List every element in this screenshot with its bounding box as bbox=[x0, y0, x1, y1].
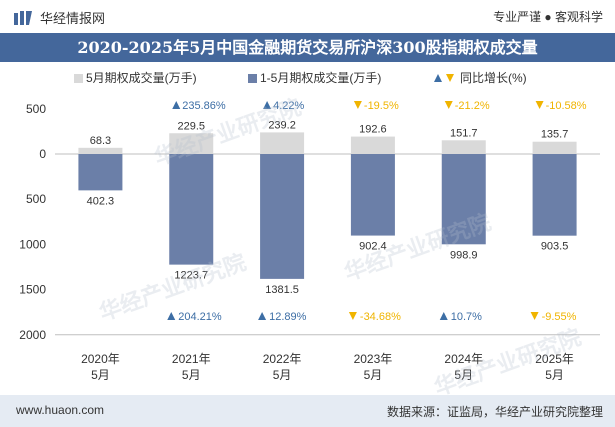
yoy-up-icon bbox=[439, 312, 448, 320]
x-tick-label: 5月 bbox=[364, 368, 383, 382]
bar-cumulative bbox=[441, 154, 486, 245]
brand-name: 华经情报网 bbox=[40, 11, 106, 26]
bar-monthly bbox=[78, 147, 123, 154]
top-bar: 华经情报网 专业严谨 ● 客观科学 bbox=[0, 0, 615, 33]
x-tick-label: 2023年 bbox=[354, 352, 393, 366]
yoy-monthly-label: 4.22% bbox=[273, 100, 304, 112]
data-label-cumulative: 998.9 bbox=[450, 249, 478, 261]
legend-label-monthly: 5月期权成交量(万手) bbox=[86, 70, 197, 85]
yoy-monthly-label: -19.5% bbox=[364, 100, 399, 112]
legend-up-triangle-icon bbox=[434, 74, 442, 82]
bar-monthly bbox=[350, 136, 395, 154]
data-label-monthly: 151.7 bbox=[450, 127, 478, 139]
data-label-monthly: 135.7 bbox=[541, 129, 569, 141]
y-tick-label: 1000 bbox=[19, 237, 46, 251]
bar-monthly bbox=[441, 140, 486, 154]
data-source: 数据来源：证监局，华经产业研究院整理 bbox=[386, 405, 603, 419]
brand: 华经情报网 bbox=[14, 8, 105, 27]
data-label-monthly: 239.2 bbox=[268, 119, 296, 131]
legend-down-triangle-icon bbox=[446, 74, 454, 82]
yoy-up-icon bbox=[258, 312, 267, 320]
yoy-cumulative-label: 12.89% bbox=[269, 311, 307, 323]
footer: www.huaon.com 数据来源：证监局，华经产业研究院整理 bbox=[0, 395, 615, 427]
legend-label-cumulative: 1-5月期权成交量(万手) bbox=[260, 70, 381, 85]
website: www.huaon.com bbox=[16, 403, 105, 417]
yoy-down-icon bbox=[530, 312, 539, 320]
x-tick-label: 2025年 bbox=[535, 352, 574, 366]
x-tick-label: 5月 bbox=[454, 368, 473, 382]
data-label-cumulative: 903.5 bbox=[541, 241, 569, 253]
x-tick-label: 5月 bbox=[273, 368, 292, 382]
x-tick-label: 2021年 bbox=[172, 352, 211, 366]
logo-icon bbox=[14, 10, 32, 25]
yoy-monthly-label: 235.86% bbox=[182, 100, 226, 112]
yoy-cumulative-label: 204.21% bbox=[178, 311, 222, 323]
tagline: 专业严谨 ● 客观科学 bbox=[493, 10, 603, 24]
data-label-monthly: 192.6 bbox=[359, 124, 387, 136]
y-tick-label: 500 bbox=[26, 192, 46, 206]
x-tick-label: 5月 bbox=[91, 368, 110, 382]
bar-cumulative bbox=[532, 154, 577, 236]
x-tick-label: 5月 bbox=[545, 368, 564, 382]
bar-cumulative bbox=[260, 154, 305, 279]
x-tick-label: 2024年 bbox=[444, 352, 483, 366]
legend-swatch-cumulative bbox=[248, 74, 257, 83]
y-tick-label: 2000 bbox=[19, 328, 46, 342]
bar-monthly bbox=[169, 133, 214, 154]
yoy-up-icon bbox=[167, 312, 176, 320]
legend-swatch-monthly bbox=[74, 74, 83, 83]
bar-cumulative bbox=[350, 154, 395, 236]
data-label-cumulative: 1381.5 bbox=[265, 284, 299, 296]
x-tick-label: 2020年 bbox=[81, 352, 120, 366]
yoy-down-icon bbox=[444, 101, 453, 109]
chart-title: 2020-2025年5月中国金融期货交易所沪深300股指期权成交量 bbox=[0, 33, 615, 62]
x-tick-label: 5月 bbox=[182, 368, 201, 382]
legend-label-yoy: 同比增长(%) bbox=[460, 71, 527, 85]
yoy-cumulative-label: 10.7% bbox=[451, 311, 482, 323]
y-tick-label: 1500 bbox=[19, 283, 46, 297]
bar-monthly bbox=[260, 132, 305, 154]
yoy-monthly-label: -21.2% bbox=[455, 100, 490, 112]
yoy-down-icon bbox=[353, 101, 362, 109]
data-label-cumulative: 402.3 bbox=[87, 195, 115, 207]
data-label-cumulative: 1223.7 bbox=[174, 270, 208, 282]
yoy-cumulative-label: -34.68% bbox=[360, 311, 401, 323]
y-tick-label: 0 bbox=[39, 147, 46, 161]
data-label-monthly: 68.3 bbox=[90, 135, 111, 147]
chart: 5月期权成交量(万手) 1-5月期权成交量(万手) 同比增长(%) 500 0 500 10… bbox=[19, 70, 600, 382]
x-tick-label: 2022年 bbox=[263, 352, 302, 366]
yoy-cumulative-label: -9.55% bbox=[542, 311, 577, 323]
data-label-cumulative: 902.4 bbox=[359, 241, 387, 253]
yoy-down-icon bbox=[348, 312, 357, 320]
bar-cumulative bbox=[78, 154, 123, 191]
y-tick-label: 500 bbox=[26, 102, 46, 116]
bar-cumulative bbox=[169, 154, 214, 265]
yoy-up-icon bbox=[172, 101, 181, 109]
yoy-down-icon bbox=[535, 101, 544, 109]
bar-monthly bbox=[532, 141, 577, 154]
yoy-up-icon bbox=[263, 101, 272, 109]
data-label-monthly: 229.5 bbox=[177, 120, 205, 132]
yoy-monthly-label: -10.58% bbox=[546, 100, 587, 112]
